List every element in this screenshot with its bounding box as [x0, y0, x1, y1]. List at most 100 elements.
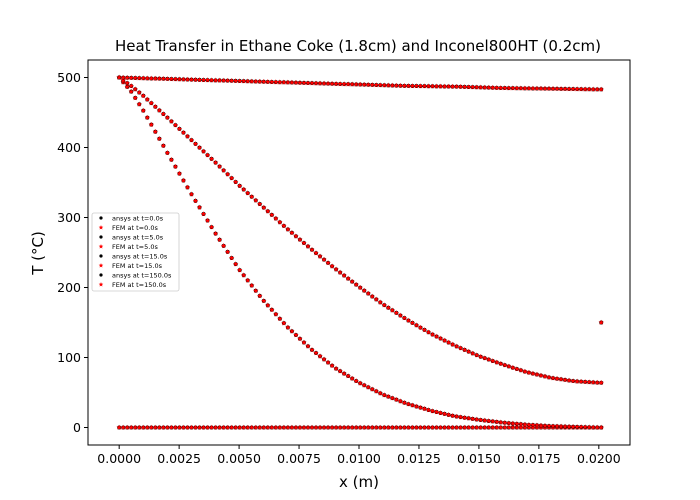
legend-label: FEM at t=15.0s	[112, 262, 163, 270]
fem-point	[245, 277, 251, 283]
fem-point	[449, 341, 456, 347]
fem-point	[433, 409, 440, 415]
fem-point	[216, 236, 223, 242]
fem-point	[466, 415, 472, 421]
fem-point	[164, 114, 171, 120]
fem-point	[216, 163, 223, 169]
fem-point	[365, 290, 371, 296]
fem-point	[329, 362, 335, 368]
fem-point	[466, 84, 472, 90]
fem-point	[297, 335, 303, 342]
fem-point	[421, 406, 428, 412]
fem-point	[124, 80, 130, 86]
fem-point	[172, 76, 179, 82]
fem-point	[582, 424, 588, 430]
fem-point	[321, 256, 327, 262]
fem-point	[140, 75, 146, 81]
fem-point	[228, 424, 235, 430]
fem-point	[228, 175, 235, 181]
fem-point	[341, 272, 347, 278]
fem-point	[345, 275, 351, 281]
fem-point	[554, 423, 560, 429]
fem-point	[522, 421, 528, 427]
fem-point	[285, 324, 291, 330]
fem-point	[224, 249, 231, 255]
fem-point	[433, 83, 440, 89]
fem-point	[341, 81, 347, 87]
fem-point	[200, 424, 207, 430]
fem-point	[413, 83, 420, 89]
fem-point	[405, 317, 412, 323]
x-tick-label: 0.0175	[517, 451, 561, 466]
fem-point	[317, 253, 323, 259]
fem-point	[281, 223, 287, 229]
fem-point	[542, 85, 548, 91]
fem-point	[285, 79, 291, 85]
fem-point	[594, 379, 600, 385]
fem-point	[425, 407, 432, 413]
fem-point	[301, 339, 307, 345]
fem-point	[168, 424, 175, 430]
fem-point	[478, 84, 484, 90]
fem-point	[325, 424, 331, 430]
fem-point	[490, 418, 496, 424]
chart-title: Heat Transfer in Ethane Coke (1.8cm) and…	[115, 37, 601, 55]
fem-point	[586, 86, 592, 92]
fem-point	[245, 424, 251, 430]
fem-point	[522, 85, 528, 91]
fem-point	[273, 79, 279, 85]
fem-point	[425, 83, 432, 89]
fem-point	[405, 424, 412, 430]
fem-point	[277, 79, 283, 85]
fem-point	[345, 373, 351, 379]
fem-point	[381, 302, 387, 308]
y-tick-label: 500	[57, 70, 81, 85]
fem-point	[522, 368, 528, 374]
fem-point	[498, 360, 504, 367]
fem-point	[474, 84, 480, 90]
fem-point	[506, 85, 512, 91]
fem-point	[224, 424, 231, 430]
fem-point	[530, 424, 536, 430]
fem-point	[417, 83, 424, 89]
fem-point	[353, 378, 359, 384]
fem-point	[478, 353, 484, 359]
fem-point	[237, 183, 243, 189]
fem-point	[369, 424, 375, 430]
fem-point	[220, 424, 227, 430]
fem-point	[498, 419, 504, 425]
fem-point	[245, 78, 251, 84]
fem-point	[241, 78, 247, 84]
fem-point	[357, 284, 363, 290]
fem-point	[168, 118, 175, 124]
fem-point	[224, 171, 231, 177]
fem-point	[498, 424, 504, 430]
fem-point	[470, 84, 476, 90]
fem-point	[293, 79, 299, 85]
fem-point	[265, 208, 271, 214]
fem-point	[313, 250, 319, 256]
fem-point	[196, 77, 203, 83]
fem-point	[124, 424, 130, 430]
fem-point	[357, 81, 363, 87]
fem-point	[502, 424, 508, 430]
fem-point	[176, 424, 183, 430]
fem-point	[305, 343, 311, 349]
fem-point	[522, 424, 528, 430]
fem-point	[345, 424, 351, 430]
fem-point	[457, 424, 464, 430]
fem-point	[337, 81, 343, 87]
fem-point	[518, 424, 524, 430]
fem-point	[490, 84, 496, 90]
fem-point	[518, 85, 524, 91]
fem-point	[437, 83, 444, 89]
fem-point	[176, 170, 183, 176]
fem-point	[385, 304, 391, 310]
fem-point	[156, 107, 163, 113]
fem-point	[152, 103, 158, 109]
fem-point	[132, 75, 138, 81]
fem-point	[373, 424, 379, 430]
fem-point	[333, 365, 339, 371]
x-tick-label: 0.0100	[337, 451, 381, 466]
fem-point	[433, 333, 440, 339]
